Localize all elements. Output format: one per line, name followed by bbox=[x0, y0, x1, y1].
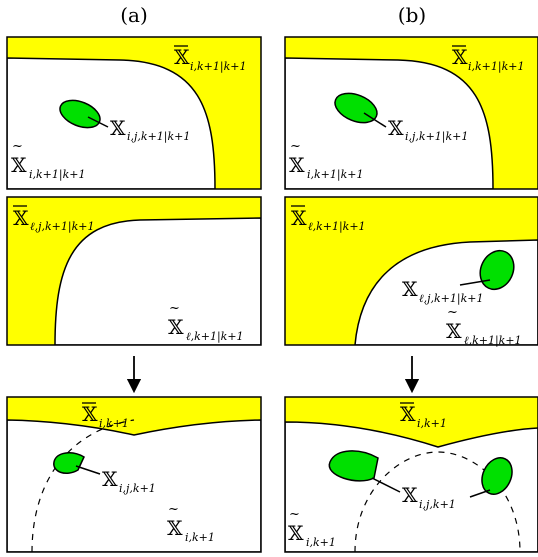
svg-text:~: ~ bbox=[447, 305, 458, 320]
label-set-b-mid: 𝕏 ℓ,j,k+1|k+1 bbox=[402, 277, 483, 306]
svg-text:𝕏: 𝕏 bbox=[402, 277, 418, 301]
svg-text:ℓ,j,k+1|k+1: ℓ,j,k+1|k+1 bbox=[419, 292, 483, 306]
label-bar-a-mid: 𝕏 ℓ,j,k+1|k+1 bbox=[13, 205, 94, 234]
panel-b-top bbox=[285, 37, 538, 189]
svg-text:𝕏: 𝕏 bbox=[82, 402, 98, 426]
svg-text:𝕏: 𝕏 bbox=[446, 319, 462, 343]
label-tilde-a-top: ~ 𝕏 i,k+1|k+1 bbox=[11, 139, 85, 182]
svg-text:~: ~ bbox=[169, 301, 180, 316]
svg-text:i,j,k+1: i,j,k+1 bbox=[419, 498, 456, 511]
label-tilde-a-mid: ~ 𝕏 ℓ,k+1|k+1 bbox=[168, 301, 244, 344]
free-region bbox=[285, 57, 494, 189]
svg-text:i,j,k+1: i,j,k+1 bbox=[119, 482, 156, 495]
svg-text:𝕏: 𝕏 bbox=[400, 402, 416, 426]
panel-a-top-labels: 𝕏 i,k+1|k+1 𝕏 i,j,k+1|k+1 ~ 𝕏 i,k+1|k+1 bbox=[11, 45, 246, 182]
label-set-b-top: 𝕏 i,j,k+1|k+1 bbox=[388, 116, 468, 144]
label-tilde-a-bottom: ~ 𝕏 i,k+1 bbox=[167, 502, 215, 544]
svg-text:𝕏: 𝕏 bbox=[174, 45, 190, 69]
panel-a-bottom-labels: 𝕏 i,k+1 𝕏 i,j,k+1 ~ 𝕏 i,k+1 bbox=[82, 402, 215, 544]
label-bar-b-mid: 𝕏 ℓ,k+1|k+1 bbox=[291, 205, 366, 234]
label-set-b-bottom: 𝕏 i,j,k+1 bbox=[402, 483, 456, 511]
panel-a-bottom bbox=[7, 397, 261, 552]
svg-text:i,k+1: i,k+1 bbox=[99, 417, 129, 430]
svg-text:i,k+1|k+1: i,k+1|k+1 bbox=[307, 168, 363, 182]
svg-text:ℓ,k+1|k+1: ℓ,k+1|k+1 bbox=[308, 220, 366, 234]
label-set-a-bottom: 𝕏 i,j,k+1 bbox=[102, 467, 156, 495]
free-region bbox=[7, 57, 216, 189]
panel-a-top bbox=[7, 37, 261, 189]
svg-text:𝕏: 𝕏 bbox=[13, 206, 29, 230]
svg-text:i,j,k+1|k+1: i,j,k+1|k+1 bbox=[405, 130, 468, 144]
svg-text:~: ~ bbox=[290, 139, 301, 154]
svg-text:i,j,k+1|k+1: i,j,k+1|k+1 bbox=[127, 130, 190, 144]
svg-text:𝕏: 𝕏 bbox=[452, 45, 468, 69]
free-region bbox=[54, 217, 261, 345]
panel-b-mid-labels: 𝕏 ℓ,k+1|k+1 𝕏 ℓ,j,k+1|k+1 ~ 𝕏 ℓ,k+1|k+1 bbox=[291, 205, 522, 348]
svg-text:𝕏: 𝕏 bbox=[288, 521, 304, 545]
svg-text:i,k+1: i,k+1 bbox=[185, 531, 215, 544]
svg-text:𝕏: 𝕏 bbox=[291, 206, 307, 230]
svg-text:~: ~ bbox=[12, 139, 23, 154]
svg-text:ℓ,k+1|k+1: ℓ,k+1|k+1 bbox=[464, 334, 522, 348]
svg-text:~: ~ bbox=[289, 507, 300, 522]
reachable-set bbox=[328, 450, 379, 482]
panel-a-mid bbox=[7, 197, 261, 345]
label-tilde-b-bottom: ~ 𝕏 i,k+1 bbox=[288, 507, 336, 549]
panel-b-top-frame bbox=[284, 36, 538, 190]
svg-text:i,k+1: i,k+1 bbox=[417, 417, 447, 430]
panel-b-bottom bbox=[285, 397, 538, 552]
panel-b-mid-frame bbox=[284, 196, 538, 346]
svg-text:~: ~ bbox=[168, 502, 179, 517]
panel-b-top-labels: 𝕏 i,k+1|k+1 𝕏 i,j,k+1|k+1 ~ 𝕏 i,k+1|k+1 bbox=[289, 45, 524, 182]
svg-text:𝕏: 𝕏 bbox=[110, 116, 126, 140]
reachable-set bbox=[59, 99, 101, 129]
label-bar-a-top: 𝕏 i,k+1|k+1 bbox=[174, 45, 246, 74]
panel-a-top-frame bbox=[6, 36, 262, 190]
svg-text:𝕏: 𝕏 bbox=[168, 315, 184, 339]
panel-b-bottom-frame bbox=[284, 396, 538, 553]
svg-text:ℓ,k+1|k+1: ℓ,k+1|k+1 bbox=[186, 330, 244, 344]
panel-b-mid bbox=[285, 197, 538, 345]
svg-text:i,k+1: i,k+1 bbox=[306, 536, 336, 549]
svg-text:𝕏: 𝕏 bbox=[11, 153, 27, 177]
label-set-a-top: 𝕏 i,j,k+1|k+1 bbox=[110, 116, 190, 144]
svg-text:i,k+1|k+1: i,k+1|k+1 bbox=[468, 60, 524, 74]
caption-b: (b) bbox=[398, 3, 426, 27]
svg-text:ℓ,j,k+1|k+1: ℓ,j,k+1|k+1 bbox=[30, 220, 94, 234]
svg-text:𝕏: 𝕏 bbox=[289, 153, 305, 177]
reachable-set-2 bbox=[481, 457, 513, 495]
panel-a-bottom-frame bbox=[6, 396, 262, 553]
panel-a-mid-frame bbox=[6, 196, 262, 346]
reachable-set bbox=[53, 452, 85, 474]
svg-text:𝕏: 𝕏 bbox=[388, 116, 404, 140]
svg-text:i,k+1|k+1: i,k+1|k+1 bbox=[29, 168, 85, 182]
label-bar-b-top: 𝕏 i,k+1|k+1 bbox=[452, 45, 524, 74]
svg-text:𝕏: 𝕏 bbox=[102, 467, 118, 491]
dashed-boundary bbox=[31, 419, 135, 552]
svg-text:𝕏: 𝕏 bbox=[167, 516, 183, 540]
panel-a-mid-labels: 𝕏 ℓ,j,k+1|k+1 ~ 𝕏 ℓ,k+1|k+1 bbox=[13, 205, 244, 344]
label-tilde-b-mid: ~ 𝕏 ℓ,k+1|k+1 bbox=[446, 305, 522, 348]
svg-text:i,k+1|k+1: i,k+1|k+1 bbox=[190, 60, 246, 74]
dashed-boundary bbox=[354, 451, 521, 552]
label-bar-b-bottom: 𝕏 i,k+1 bbox=[400, 402, 447, 430]
label-bar-a-bottom: 𝕏 i,k+1 bbox=[82, 402, 129, 430]
label-tilde-b-top: ~ 𝕏 i,k+1|k+1 bbox=[289, 139, 363, 182]
caption-a: (a) bbox=[120, 3, 148, 27]
svg-text:𝕏: 𝕏 bbox=[402, 483, 418, 507]
panel-b-bottom-labels: 𝕏 i,k+1 𝕏 i,j,k+1 ~ 𝕏 i,k+1 bbox=[288, 402, 456, 549]
